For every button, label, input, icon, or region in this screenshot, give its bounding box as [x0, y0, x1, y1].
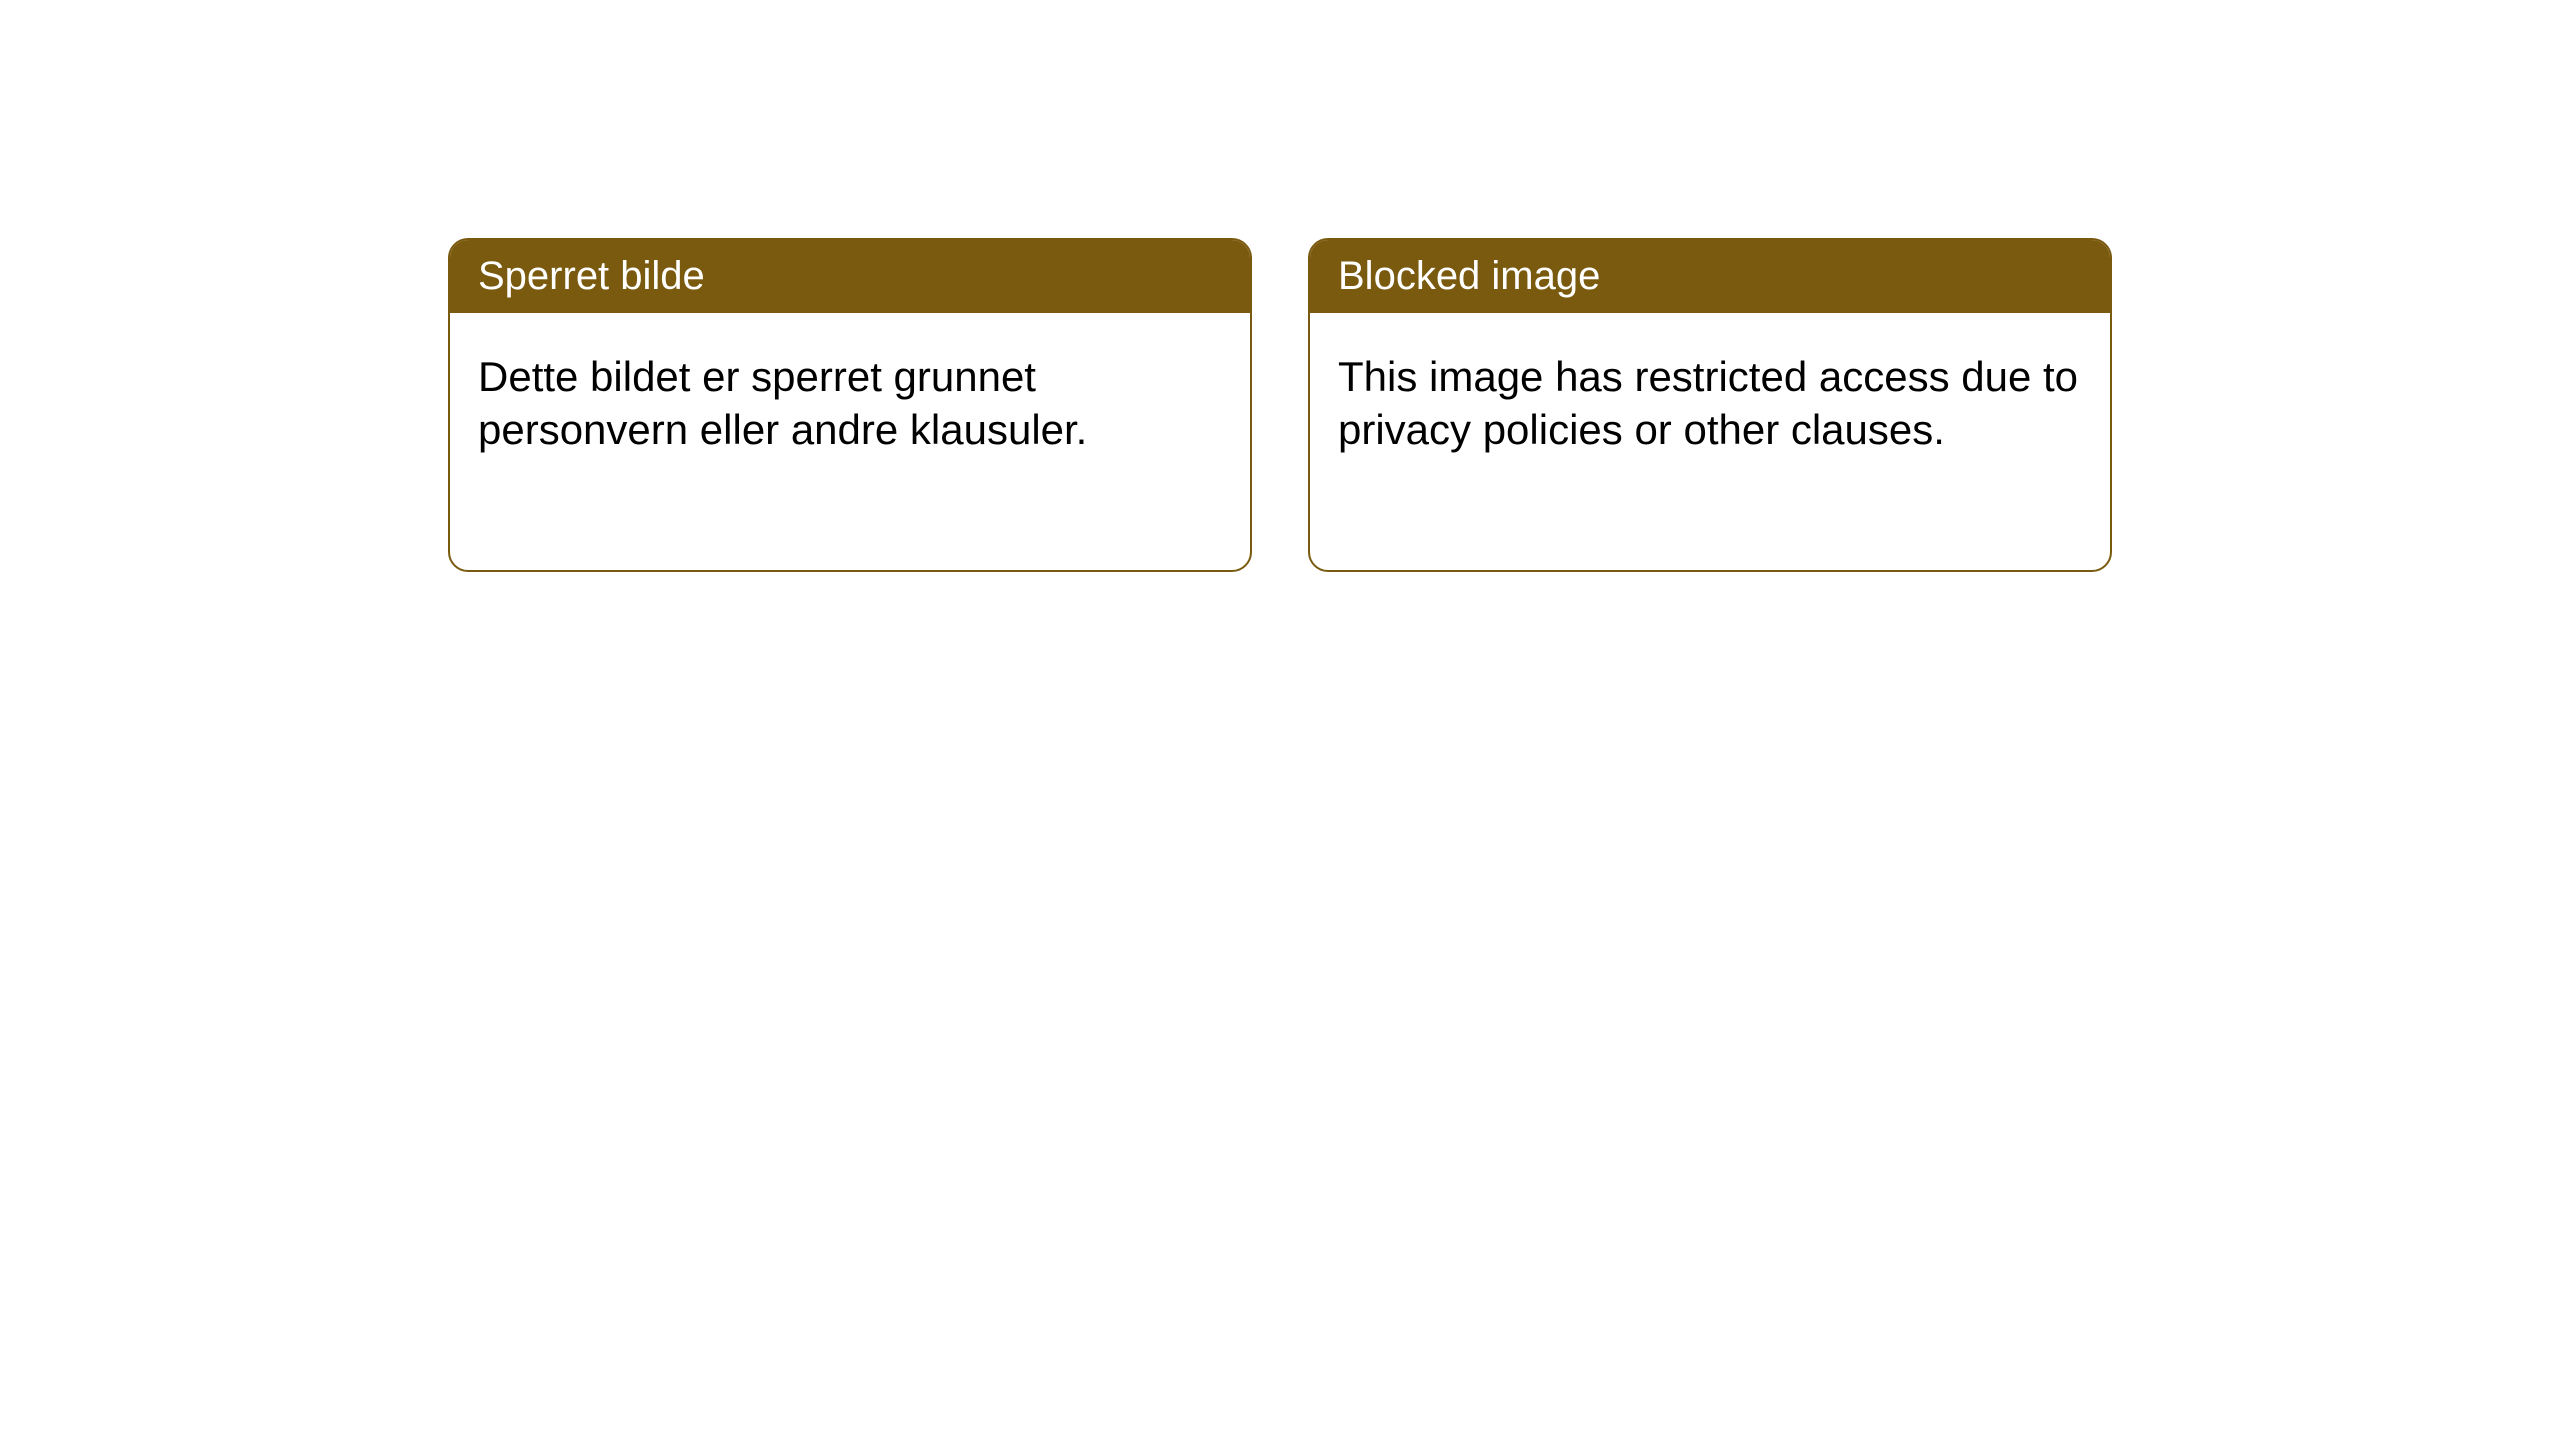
notice-body-norwegian: Dette bildet er sperret grunnet personve…	[450, 313, 1250, 494]
notice-card-norwegian: Sperret bilde Dette bildet er sperret gr…	[448, 238, 1252, 572]
notice-body-english: This image has restricted access due to …	[1310, 313, 2110, 494]
notice-header-norwegian: Sperret bilde	[450, 240, 1250, 313]
notice-card-english: Blocked image This image has restricted …	[1308, 238, 2112, 572]
notice-header-english: Blocked image	[1310, 240, 2110, 313]
notice-container: Sperret bilde Dette bildet er sperret gr…	[0, 0, 2560, 572]
